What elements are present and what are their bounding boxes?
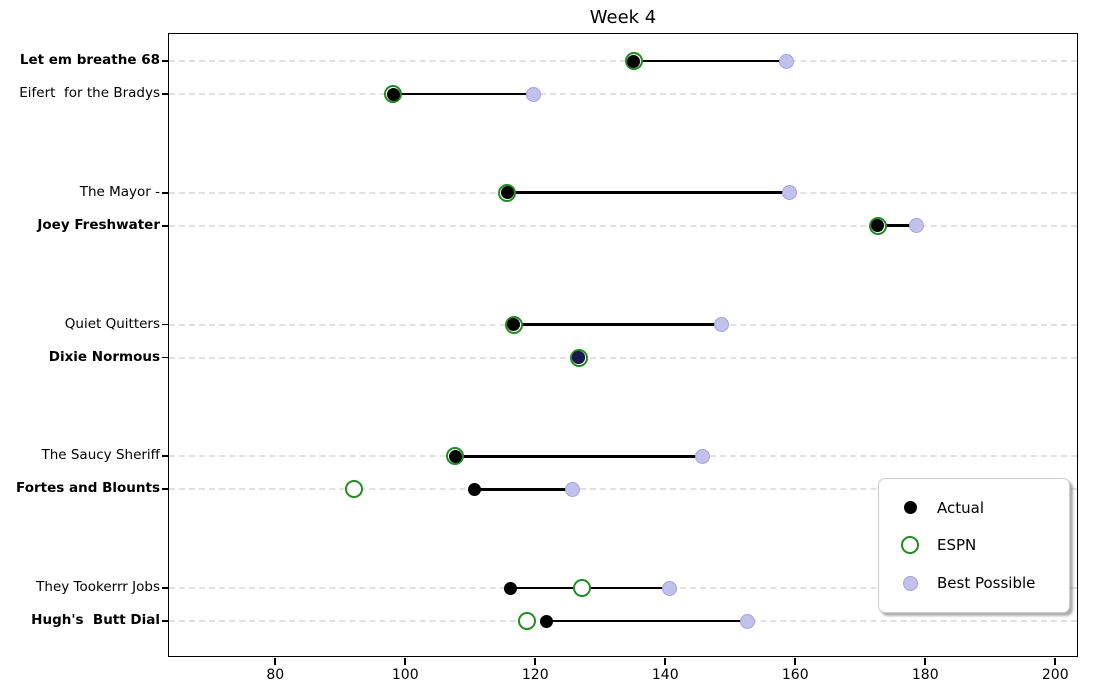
best-possible-marker [564, 481, 580, 497]
y-tick [162, 455, 169, 458]
x-tick [534, 658, 537, 665]
actual-marker [448, 449, 462, 463]
x-tick [274, 658, 277, 665]
x-tick-label: 140 [651, 667, 679, 682]
legend-item-best-possible: Best Possible [899, 571, 1069, 595]
legend-label-actual: Actual [937, 498, 984, 517]
actual-marker [627, 54, 641, 68]
gridline [169, 224, 1077, 227]
best-possible-marker-icon [902, 575, 918, 591]
x-tick [794, 658, 797, 665]
gridline [169, 60, 1077, 62]
connector-line [455, 454, 702, 458]
x-tick-label: 100 [391, 667, 419, 682]
best-possible-marker [714, 317, 729, 332]
team-label: Quiet Quitters [64, 315, 160, 332]
actual-marker [503, 581, 517, 595]
espn-marker [345, 480, 364, 499]
connector-line [474, 487, 572, 491]
x-tick-label: 200 [1041, 667, 1069, 682]
y-axis-labels: Let em breathe 68 Eifert for the Bradys Th… [0, 33, 160, 657]
best-possible-marker [909, 218, 924, 234]
legend-label-best-possible: Best Possible [937, 574, 1036, 593]
best-possible-marker [782, 185, 798, 201]
actual-marker [871, 219, 884, 233]
best-possible-marker [662, 580, 677, 596]
team-label: The Mayor - [79, 183, 160, 200]
connector-line [546, 619, 748, 623]
x-tick-label: 80 [266, 667, 285, 682]
gridline [169, 93, 1077, 95]
y-tick [162, 488, 169, 491]
connector-line [877, 224, 917, 228]
legend-label-espn: ESPN [937, 536, 977, 555]
y-tick [162, 224, 169, 227]
team-label: Let em breathe 68 [19, 52, 160, 68]
y-tick [162, 191, 169, 194]
plot-area [162, 33, 1078, 657]
y-tick [162, 93, 169, 95]
x-tick [664, 658, 667, 665]
connector-line [393, 92, 533, 96]
x-tick [1054, 658, 1057, 665]
chart-title: Week 4 [589, 7, 657, 28]
actual-marker [500, 186, 514, 200]
legend: Actual ESPN Best Possible [878, 478, 1070, 613]
team-label: The Saucy Sheriff [41, 447, 160, 464]
y-tick [162, 620, 169, 622]
x-tick-label: 160 [781, 667, 809, 682]
y-tick [162, 587, 169, 589]
actual-marker [539, 614, 553, 628]
y-tick [162, 323, 169, 326]
x-tick-label: 120 [521, 667, 549, 682]
connector-line [513, 323, 722, 326]
team-label: Hugh's Butt Dial [31, 612, 160, 628]
best-possible-marker [779, 53, 794, 69]
best-possible-marker [740, 613, 755, 629]
team-label: Joey Freshwater [37, 216, 160, 233]
x-tick [924, 658, 927, 665]
legend-item-espn: ESPN [899, 533, 1069, 557]
gridline [169, 356, 1077, 359]
y-tick [162, 60, 169, 62]
team-label: They Tookerrr Jobs [36, 579, 160, 595]
actual-marker-icon [903, 501, 917, 515]
best-possible-marker [694, 448, 710, 464]
y-tick [162, 356, 169, 359]
espn-marker [572, 579, 591, 597]
x-axis: 80 100 120 140 160 180 200 [168, 658, 1078, 682]
connector-line [633, 59, 787, 63]
best-possible-marker [572, 351, 585, 364]
legend-item-actual: Actual [899, 496, 1069, 520]
connector-line [507, 191, 790, 195]
x-tick [404, 658, 407, 665]
actual-marker [386, 87, 400, 101]
best-possible-marker [525, 86, 541, 102]
espn-marker-icon [901, 536, 919, 555]
team-label: Eifert for the Bradys [19, 85, 160, 101]
espn-marker [517, 612, 536, 630]
x-tick-label: 180 [911, 667, 939, 682]
team-label: Fortes and Blounts [16, 480, 160, 497]
gridline [169, 488, 1077, 491]
actual-marker [507, 318, 520, 331]
actual-marker [468, 482, 481, 496]
team-label: Dixie Normous [48, 348, 160, 365]
